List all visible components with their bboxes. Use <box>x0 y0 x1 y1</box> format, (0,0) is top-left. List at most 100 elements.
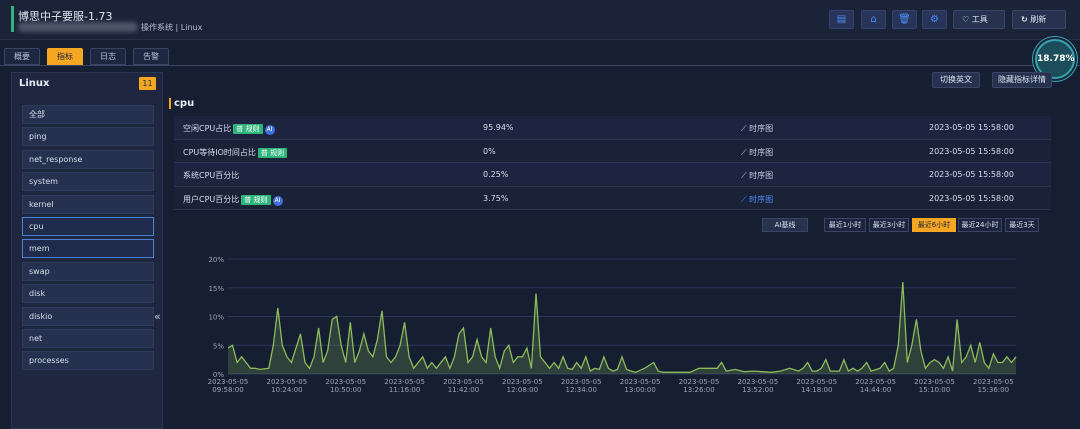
y-tick-label: 20% <box>208 256 224 264</box>
trend-link[interactable]: ⟋ 时序图 <box>741 147 773 158</box>
x-tick-date: 2023-05-05 <box>384 378 425 386</box>
ai-baseline-button[interactable]: AI基线 <box>762 218 808 232</box>
trend-label: 时序图 <box>749 147 774 157</box>
series-line <box>227 281 1017 373</box>
sidebar-item-mem[interactable]: mem <box>22 239 154 259</box>
x-tick-date: 2023-05-05 <box>208 378 249 386</box>
refresh-button[interactable]: ↻ 刷新 <box>1012 10 1066 29</box>
ai-badge[interactable]: AI <box>272 195 283 206</box>
range-6h[interactable]: 最近6小时 <box>912 218 956 232</box>
home-icon: ⌂ <box>870 14 877 25</box>
x-tick-date: 2023-05-05 <box>267 378 308 386</box>
x-tick-date: 2023-05-05 <box>796 378 837 386</box>
metric-time: 2023-05-05 15:58:00 <box>929 170 1014 179</box>
x-tick-time: 13:52:00 <box>742 386 773 394</box>
y-tick-label: 15% <box>208 285 224 293</box>
ai-badge[interactable]: AI <box>264 125 275 135</box>
range-3h[interactable]: 最近3小时 <box>869 218 909 232</box>
x-tick-time: 13:00:00 <box>624 386 655 394</box>
sidebar-item-disk[interactable]: disk <box>22 284 154 304</box>
section-title: cpu <box>168 98 195 109</box>
sidebar-item-net[interactable]: net <box>22 328 154 348</box>
x-tick-time: 11:42:00 <box>448 386 479 394</box>
metric-name: 用户CPU百分比 <box>183 194 240 204</box>
tab-overview[interactable]: 概要 <box>4 48 40 65</box>
range-1h[interactable]: 最近1小时 <box>824 218 866 232</box>
metric-name: 空闲CPU占比 <box>183 124 232 133</box>
document-icon-button[interactable]: ▤ <box>829 10 854 29</box>
hide-details-button[interactable]: 隐藏指标详情 <box>992 72 1052 88</box>
sidebar-count-badge: 11 <box>139 77 156 90</box>
refresh-icon: ↻ <box>1021 15 1028 24</box>
rule-tag[interactable]: 普 规则 <box>241 194 271 205</box>
page-title: 博思中子要服-1.73 <box>18 10 113 23</box>
usage-gauge-value: 18.78% <box>1037 54 1075 64</box>
trend-link-active[interactable]: ⟋ 时序图 <box>741 194 773 205</box>
sidebar-item-swap[interactable]: swap <box>22 261 154 281</box>
sidebar-item-kernel[interactable]: kernel <box>22 194 154 214</box>
tab-alerts[interactable]: 告警 <box>133 48 169 65</box>
x-tick-date: 2023-05-05 <box>738 378 779 386</box>
trend-link[interactable]: ⟋ 时序图 <box>741 170 773 181</box>
sidebar-item-system[interactable]: system <box>22 172 154 192</box>
switch-language-button[interactable]: 切换英文 <box>932 72 980 88</box>
rule-tag[interactable]: 普 规则 <box>233 124 263 134</box>
refresh-label: 刷新 <box>1030 15 1047 24</box>
x-tick-date: 2023-05-05 <box>443 378 484 386</box>
trend-link[interactable]: ⟋ 时序图 <box>741 123 773 134</box>
rule-tag[interactable]: 普 规则 <box>257 147 288 158</box>
x-tick-time: 15:36:00 <box>978 386 1009 394</box>
metric-value: 0% <box>483 146 496 156</box>
metric-value: 0.25% <box>483 170 509 179</box>
sidebar-item-cpu[interactable]: cpu <box>22 216 154 236</box>
sidebar-item-all[interactable]: 全部 <box>22 105 154 124</box>
x-tick-time: 15:10:00 <box>919 386 950 394</box>
x-tick-time: 11:16:00 <box>389 386 420 394</box>
x-tick-date: 2023-05-05 <box>973 378 1014 386</box>
settings-icon-button[interactable]: ⚙ <box>922 10 947 29</box>
trash-icon: 🗑 <box>898 14 911 25</box>
line-chart-icon: ⟋ <box>741 147 750 157</box>
x-tick-date: 2023-05-05 <box>914 378 955 386</box>
line-chart-icon: ⟋ <box>741 124 750 133</box>
metric-name-cell: 空闲CPU占比普 规则 AI <box>183 123 275 135</box>
sidebar-item-net-response[interactable]: net_response <box>22 149 154 169</box>
metric-value: 95.94% <box>483 123 514 132</box>
metric-value: 3.75% <box>483 193 509 203</box>
metric-name: 系统CPU百分比 <box>183 171 240 180</box>
y-tick-label: 0% <box>213 371 224 379</box>
range-24h[interactable]: 最近24小时 <box>958 218 1002 232</box>
metric-name-cell: 系统CPU百分比 <box>183 170 239 181</box>
x-tick-time: 12:08:00 <box>507 386 538 394</box>
tab-metrics[interactable]: 指标 <box>47 48 83 65</box>
tab-logs[interactable]: 日志 <box>90 48 126 65</box>
x-tick-time: 09:58:00 <box>212 386 243 394</box>
y-tick-label: 10% <box>208 314 224 322</box>
metric-time: 2023-05-05 15:58:00 <box>929 123 1014 132</box>
sidebar-item-processes[interactable]: processes <box>22 351 154 371</box>
x-tick-date: 2023-05-05 <box>679 378 720 386</box>
tools-button[interactable]: ♡ 工具 <box>953 10 1005 29</box>
y-tick-label: 5% <box>213 342 224 350</box>
metric-row: 空闲CPU占比普 规则 AI 95.94% ⟋ 时序图 2023-05-05 15… <box>174 116 1051 140</box>
sidebar-title: Linux <box>19 78 50 89</box>
home-icon-button[interactable]: ⌂ <box>861 10 886 29</box>
sidebar-item-diskio[interactable]: diskio <box>22 306 154 326</box>
x-tick-date: 2023-05-05 <box>325 378 366 386</box>
blurred-hostname <box>18 22 138 32</box>
line-chart-icon: ⟋ <box>741 171 750 180</box>
x-tick-time: 14:18:00 <box>801 386 832 394</box>
sidebar-item-ping[interactable]: ping <box>22 127 154 147</box>
metric-time: 2023-05-05 15:58:00 <box>929 193 1014 203</box>
header: 博思中子要服-1.73 操作系统 | Linux ▤ ⌂ 🗑 ⚙ ♡ 工具 ↻ … <box>0 0 1080 40</box>
tools-label: 工具 <box>971 15 988 24</box>
x-tick-date: 2023-05-05 <box>620 378 661 386</box>
x-tick-time: 14:44:00 <box>860 386 891 394</box>
range-3d[interactable]: 最近3天 <box>1005 218 1039 232</box>
document-icon: ▤ <box>836 14 847 25</box>
line-chart-icon: ⟋ <box>741 194 750 204</box>
collapse-sidebar-icon[interactable]: « <box>154 310 161 323</box>
trash-icon-button[interactable]: 🗑 <box>892 10 917 29</box>
trend-label: 时序图 <box>749 124 774 133</box>
x-tick-time: 10:50:00 <box>330 386 361 394</box>
